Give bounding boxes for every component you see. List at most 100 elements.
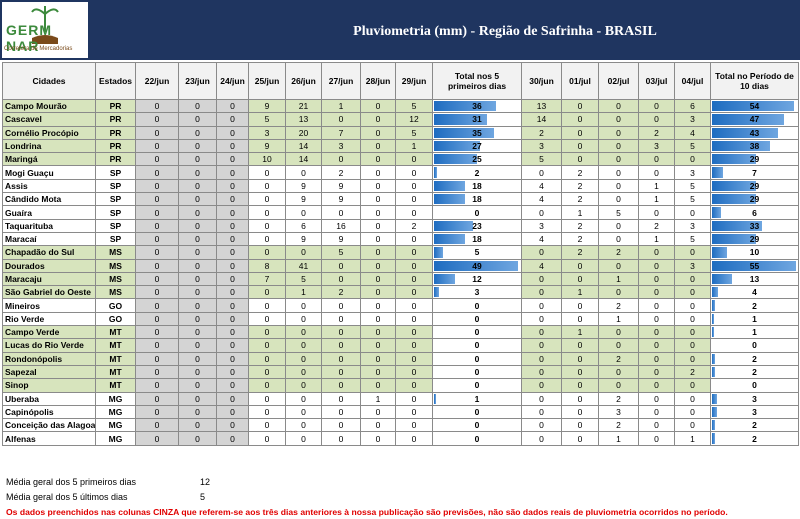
rain-value: 0 (638, 364, 675, 380)
rain-value: 0 (135, 112, 179, 127)
column-header: 27/jun (321, 62, 361, 100)
total-value: 0 (474, 340, 480, 351)
rain-value: 1 (561, 325, 599, 340)
rain-value: 0 (216, 138, 249, 154)
rain-value: 5 (674, 178, 711, 194)
data-bar (434, 194, 465, 205)
rain-value: 0 (135, 351, 179, 366)
rain-value: 0 (216, 152, 249, 167)
rain-value: 0 (395, 404, 433, 420)
data-bar (434, 233, 465, 245)
rain-value: 0 (321, 391, 361, 406)
rain-value: 0 (248, 418, 286, 433)
total-value: 29 (749, 194, 760, 205)
rain-value: 0 (561, 258, 599, 273)
total-cell: 29 (710, 178, 799, 194)
city: Rondonópolis (2, 351, 96, 366)
rain-value: 0 (521, 245, 562, 260)
rain-value: 0 (216, 245, 249, 260)
row: Mineiros GO 0 0 0 0 0 0 0 0 0 0 0 2 0 0 2 (2, 298, 799, 313)
state: MG (95, 418, 136, 433)
rain-value: 0 (135, 178, 179, 194)
rain-value: 0 (216, 231, 249, 247)
total-cell: 0 (710, 338, 799, 353)
state: PR (95, 152, 136, 167)
rain-value: 0 (638, 271, 675, 287)
rain-value: 0 (395, 364, 433, 380)
rain-value: 10 (248, 152, 286, 167)
logo-art (31, 6, 59, 44)
city: Rio Verde (2, 311, 96, 327)
city: Chapadão do Sul (2, 245, 96, 260)
rain-value: 21 (285, 98, 322, 114)
total-cell: 18 (432, 178, 522, 194)
rain-value: 0 (178, 178, 217, 194)
rain-value: 14 (285, 152, 322, 167)
rain-value: 0 (248, 311, 286, 327)
rain-value: 0 (521, 431, 562, 446)
rain-value: 0 (216, 351, 249, 366)
column-header: Cidades (2, 62, 96, 100)
row: Chapadão do Sul MS 0 0 0 0 0 5 0 0 5 0 2 2 0 0 10 (2, 245, 799, 260)
rain-value: 0 (638, 431, 675, 446)
total-value: 0 (474, 313, 480, 324)
rain-value: 0 (285, 298, 322, 313)
rain-value: 0 (178, 431, 217, 446)
total-cell: 49 (432, 258, 522, 273)
city: Taquarituba (2, 218, 96, 233)
rain-value: 0 (360, 418, 396, 433)
rain-value: 0 (360, 311, 396, 327)
data-bar (434, 101, 496, 112)
data-bar (712, 313, 714, 325)
rain-value: 0 (521, 285, 562, 300)
total-cell: 2 (710, 351, 799, 366)
total-value: 18 (472, 194, 482, 205)
total-value: 36 (472, 101, 482, 112)
total-value: 0 (474, 420, 480, 431)
total-cell: 31 (432, 112, 522, 127)
total-value: 2 (752, 353, 757, 364)
rain-value: 1 (561, 205, 599, 220)
rain-value: 0 (248, 192, 286, 207)
rain-value: 2 (561, 231, 599, 247)
state: GO (95, 298, 136, 313)
rain-value: 0 (285, 245, 322, 260)
rain-value: 0 (135, 245, 179, 260)
rain-value: 6 (674, 98, 711, 114)
rain-value: 0 (395, 178, 433, 194)
stat-label: Média geral dos 5 últimos dias (6, 492, 128, 502)
rain-value: 6 (285, 218, 322, 233)
rain-value: 0 (521, 351, 562, 366)
total-cell: 55 (710, 258, 799, 273)
rain-value: 0 (521, 271, 562, 287)
city: Guaíra (2, 205, 96, 220)
total-cell: 0 (432, 364, 522, 380)
data-bar (712, 300, 716, 311)
rain-value: 0 (248, 431, 286, 446)
rain-value: 0 (216, 378, 249, 393)
row: Rio Verde GO 0 0 0 0 0 0 0 0 0 0 0 1 0 0 1 (2, 311, 799, 327)
total-value: 0 (752, 380, 757, 391)
data-bar (434, 167, 438, 178)
data-bar (434, 140, 481, 152)
rain-value: 0 (216, 125, 249, 140)
rain-value: 0 (216, 311, 249, 327)
total-cell: 1 (432, 391, 522, 406)
row: Campo Verde MT 0 0 0 0 0 0 0 0 0 0 1 0 0 0 1 (2, 325, 799, 340)
rain-value: 0 (521, 391, 562, 406)
rain-value: 0 (598, 125, 639, 140)
rain-value: 0 (321, 431, 361, 446)
rain-value: 0 (521, 325, 562, 340)
rain-value: 0 (360, 258, 396, 273)
data-bar (712, 167, 723, 178)
column-header: Total nos 5 primeiros dias (432, 62, 522, 100)
state: MG (95, 391, 136, 406)
total-cell: 54 (710, 98, 799, 114)
total-value: 3 (752, 406, 757, 417)
rain-value: 0 (598, 98, 639, 114)
row: Uberaba MG 0 0 0 0 0 0 1 0 1 0 0 2 0 0 3 (2, 391, 799, 406)
rain-value: 0 (598, 258, 639, 273)
total-value: 0 (474, 406, 480, 417)
data-bar (712, 180, 757, 192)
total-value: 6 (752, 207, 757, 218)
